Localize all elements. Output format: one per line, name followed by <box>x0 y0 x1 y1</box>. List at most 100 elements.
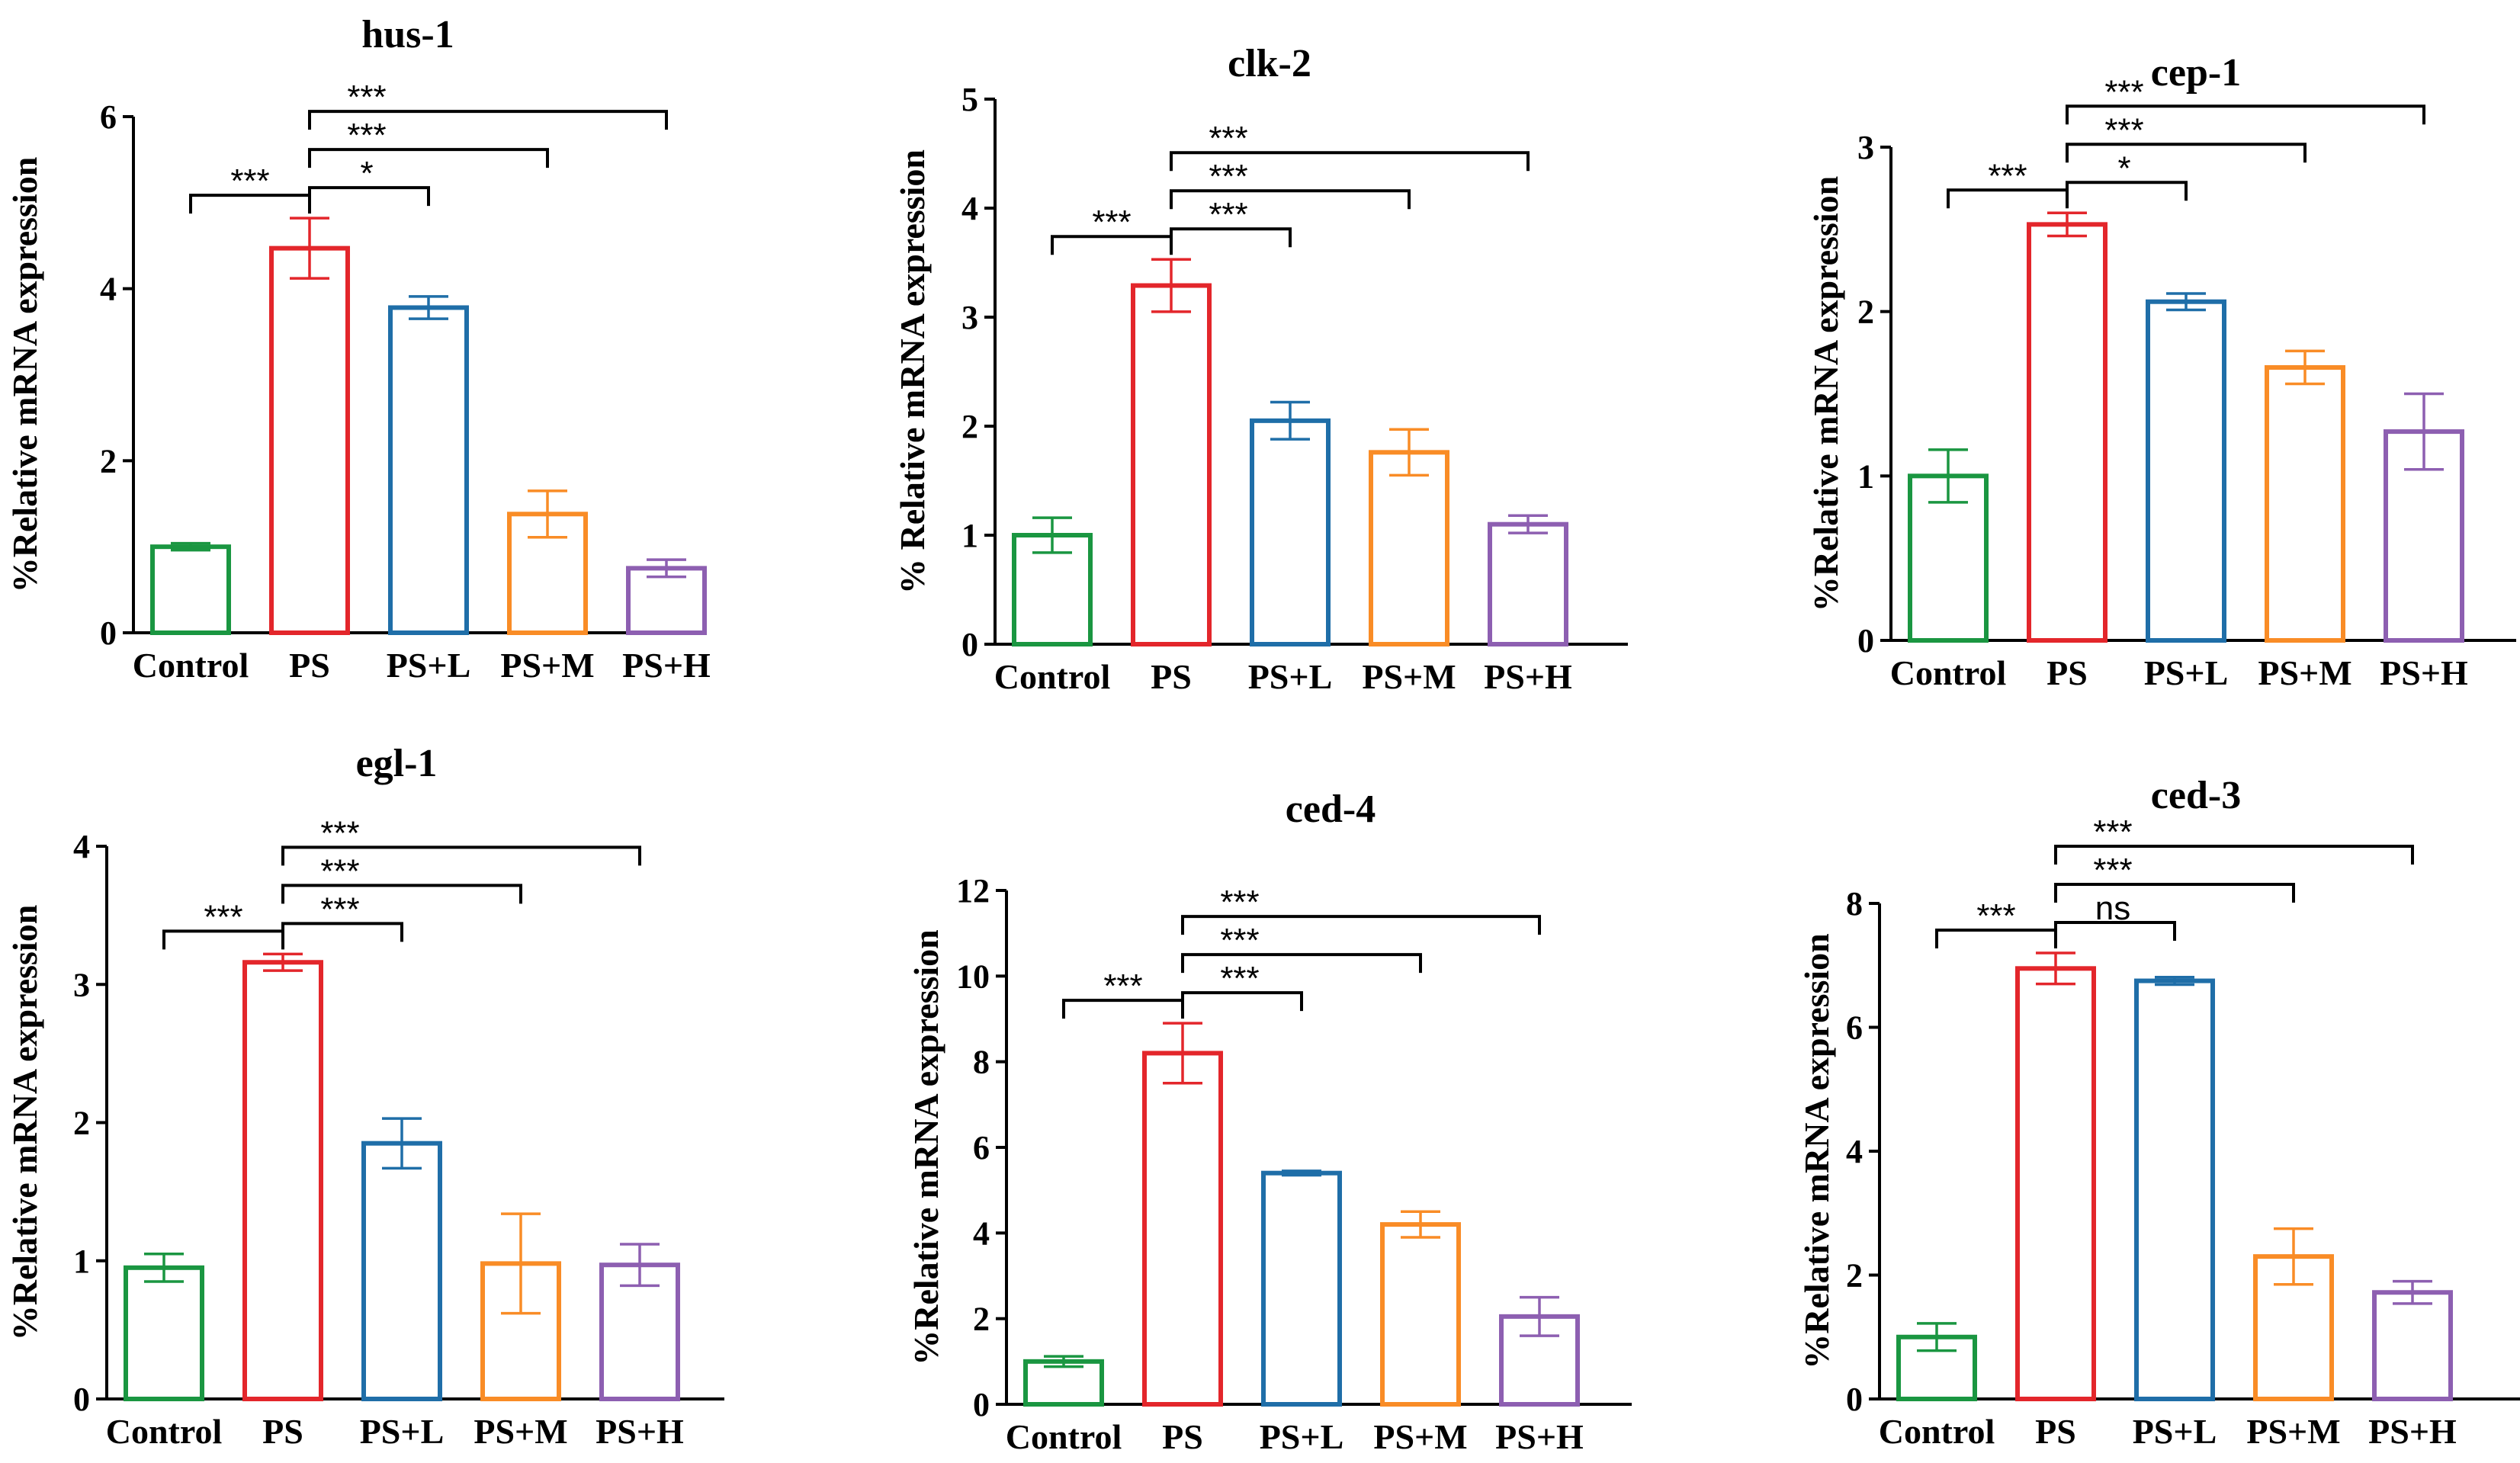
chart-title: ced-3 <box>2151 774 2241 817</box>
error-bar-Control <box>171 541 210 552</box>
chart-title: hus-1 <box>361 13 454 56</box>
significance-label: *** <box>320 890 359 928</box>
significance-label: *** <box>1220 922 1259 959</box>
significance-label: *** <box>1209 196 1247 233</box>
error-bar-Control <box>1044 1355 1083 1368</box>
significance-label: *** <box>204 898 242 935</box>
bar-PS+M <box>1380 1222 1461 1407</box>
bar-Control <box>124 1265 204 1401</box>
y-tick-label: 8 <box>1846 885 1863 922</box>
error-bar-PS+M <box>501 1212 541 1315</box>
error-bar-PS <box>1163 1022 1202 1085</box>
x-tick-label: PS+L <box>1248 657 1333 696</box>
error-bar-PS+H <box>620 1243 660 1288</box>
bar-PS+L <box>1250 418 1331 646</box>
error-bar-Control <box>1917 1322 1957 1352</box>
significance-bracket: *** <box>281 852 522 904</box>
significance-label: *** <box>347 117 386 154</box>
x-tick-label: PS <box>2035 1412 2076 1451</box>
error-bar-Control <box>1032 516 1072 554</box>
significance-bracket: *** <box>281 814 641 866</box>
error-bar-PS+H <box>647 558 686 579</box>
y-tick-label: 4 <box>973 1214 990 1252</box>
x-tick-label: Control <box>133 646 249 685</box>
x-tick-label: PS <box>1162 1417 1203 1456</box>
error-bar-PS+L <box>2166 292 2206 312</box>
bar-PS+L <box>1261 1170 1342 1407</box>
significance-bracket: * <box>308 155 430 207</box>
y-tick-label: 1 <box>961 517 978 554</box>
x-tick-label: PS+H <box>622 646 711 685</box>
error-bar-Control <box>1928 448 1968 504</box>
bar-PS <box>1131 283 1212 646</box>
x-tick-label: PS+L <box>2144 653 2229 692</box>
y-tick-label: 4 <box>961 190 978 227</box>
chart-panel-hus-1: hus-1 %Relative mRNA expression 0 2 4 6 Contro… <box>5 13 711 685</box>
bar-PS <box>242 960 323 1401</box>
bar-PS <box>269 245 350 635</box>
bar-PS+H <box>2372 1290 2453 1401</box>
y-tick-label: 0 <box>961 626 978 663</box>
x-tick-label: PS <box>262 1412 303 1451</box>
y-tick-label: 6 <box>973 1129 990 1166</box>
y-tick-label: 2 <box>100 442 117 480</box>
chart-panel-egl-1: egl-1 %Relative mRNA expression 0 1 2 3 4 Contr… <box>5 742 724 1451</box>
significance-bracket: *** <box>1935 897 2057 948</box>
y-axis-label: %Relative mRNA expression <box>1797 933 1836 1369</box>
significance-bracket: *** <box>162 898 284 950</box>
significance-label: *** <box>1092 204 1131 241</box>
error-bar-PS+L <box>409 295 448 320</box>
y-tick-label: 0 <box>973 1386 990 1423</box>
x-tick-label: PS+L <box>1260 1417 1344 1456</box>
significance-bracket: *** <box>308 79 668 130</box>
chart-panel-ced-3: ced-3 %Relative mRNA expression 0 2 4 6 8 Contr… <box>1797 774 2520 1451</box>
error-bar-PS <box>2036 951 2075 986</box>
error-bar-PS+L <box>1282 1169 1321 1177</box>
bar-PS <box>2027 222 2107 643</box>
x-tick-label: PS+M <box>500 646 594 685</box>
error-bar-PS <box>1151 258 1191 313</box>
significance-bracket: *** <box>2054 813 2414 865</box>
x-tick-label: PS+H <box>1495 1417 1584 1456</box>
chart-panel-cep-1: cep-1 %Relative mRNA expression 0 1 2 3 Contro… <box>1806 51 2516 692</box>
significance-label: *** <box>320 814 359 852</box>
y-tick-label: 3 <box>73 966 90 1003</box>
x-tick-label: PS+M <box>1373 1417 1467 1456</box>
chart-title: clk-2 <box>1228 42 1311 85</box>
x-tick-label: PS <box>1151 657 1192 696</box>
significance-bracket: *** <box>1170 196 1292 248</box>
significance-label: * <box>2117 149 2130 187</box>
y-tick-label: 0 <box>73 1381 90 1418</box>
significance-label: *** <box>1220 884 1259 921</box>
significance-bracket: *** <box>1051 204 1173 255</box>
error-bar-PS+L <box>1270 400 1310 441</box>
y-tick-label: 5 <box>961 81 978 118</box>
bar-PS+H <box>1488 521 1568 647</box>
error-bar-PS+M <box>1389 428 1429 477</box>
significance-bracket: *** <box>2066 111 2307 163</box>
y-tick-label: 6 <box>1846 1009 1863 1047</box>
y-tick-label: 10 <box>956 958 990 995</box>
significance-label: *** <box>2093 813 2132 851</box>
x-tick-label: PS <box>2046 653 2088 692</box>
bar-PS+M <box>1369 450 1449 646</box>
significance-bracket: *** <box>1170 158 1411 210</box>
error-bar-PS <box>290 217 329 280</box>
y-axis-label: % Relative mRNA expression <box>893 149 932 594</box>
y-tick-label: 8 <box>973 1044 990 1081</box>
significance-label: *** <box>2093 852 2132 889</box>
x-tick-label: PS+L <box>360 1412 445 1451</box>
y-tick-label: 2 <box>73 1105 90 1142</box>
y-tick-label: 1 <box>73 1243 90 1280</box>
significance-label: *** <box>347 79 386 116</box>
y-tick-label: 3 <box>1857 129 1874 166</box>
bar-PS <box>2015 966 2096 1401</box>
error-bar-PS+L <box>2155 975 2194 987</box>
x-tick-label: Control <box>994 657 1111 696</box>
significance-label: *** <box>2104 111 2143 149</box>
x-tick-label: PS+L <box>387 646 471 685</box>
error-bar-PS <box>263 952 303 972</box>
significance-label: *** <box>1209 158 1247 195</box>
error-bar-PS+M <box>1401 1210 1440 1239</box>
